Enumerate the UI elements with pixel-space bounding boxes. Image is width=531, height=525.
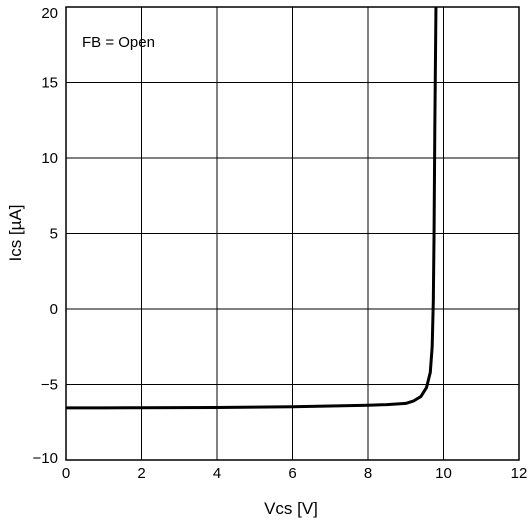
x-tick-label: 8	[364, 465, 372, 482]
x-tick-label: 12	[511, 465, 528, 482]
y-tick-label: 5	[50, 226, 58, 243]
y-tick-label: 20	[41, 5, 58, 22]
x-axis: 0 2 4 6 8 10 12	[62, 465, 528, 482]
grid	[65, 6, 520, 461]
x-tick-label: 2	[137, 465, 145, 482]
y-tick-label: 0	[50, 301, 58, 318]
y-tick-label: 10	[41, 150, 58, 167]
x-tick-label: 6	[288, 465, 296, 482]
x-tick-label: 4	[213, 465, 221, 482]
x-tick-label: 10	[435, 465, 452, 482]
x-axis-title: Vcs [V]	[264, 499, 318, 518]
ics-curve	[66, 6, 438, 410]
annotation-label: FB = Open	[82, 34, 155, 51]
y-axis-title: Ics [µA]	[6, 204, 25, 261]
y-axis: 20 15 10 5 0 −5 −10	[33, 5, 58, 467]
y-tick-label: 15	[41, 75, 58, 92]
plot-frame	[65, 6, 520, 461]
y-tick-label: −5	[41, 377, 58, 394]
x-tick-label: 0	[62, 465, 70, 482]
y-tick-label: −10	[33, 450, 58, 467]
